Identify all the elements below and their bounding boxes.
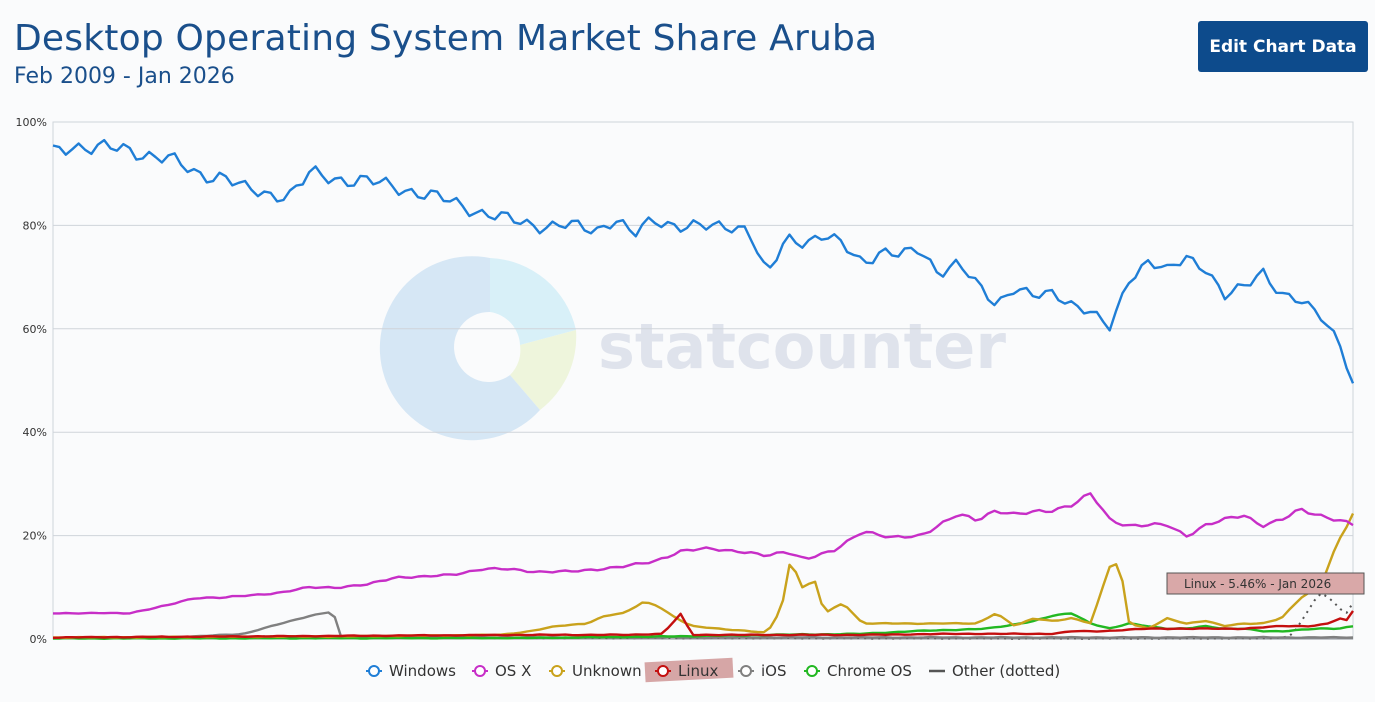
legend-label: Other (dotted) [952,662,1060,680]
y-tick-label: 0% [30,633,47,646]
legend-label: iOS [761,662,787,680]
legend-marker [806,665,818,677]
legend-label: Windows [389,662,456,680]
legend-item-os-x[interactable]: OS X [472,662,531,680]
legend-marker [474,665,486,677]
legend-label: Linux [678,662,719,680]
legend-item-linux[interactable]: Linux [655,662,719,680]
chart-subtitle: Feb 2009 - Jan 2026 [14,64,235,89]
statcounter-watermark: statcounter [379,256,1006,441]
chart-title: Desktop Operating System Market Share Ar… [14,18,878,59]
watermark-text: statcounter [598,310,1006,383]
series-line-ios[interactable] [52,611,1354,640]
series-line-unknown[interactable] [52,512,1355,639]
legend-label: Unknown [572,662,642,680]
tooltip-text: Linux - 5.46% - Jan 2026 [1184,577,1331,591]
y-tick-label: 100% [16,116,47,129]
legend-label: Chrome OS [827,662,912,680]
series-line-windows[interactable] [52,138,1355,384]
legend-marker [740,665,752,677]
legend-marker [551,665,563,677]
series-line-os-x[interactable] [53,492,1354,615]
legend-label: OS X [495,662,531,680]
y-tick-label: 20% [23,530,47,543]
legend-marker [368,665,380,677]
legend-item-unknown[interactable]: Unknown [549,662,642,680]
legend-marker [657,665,669,677]
y-tick-label: 80% [23,219,47,232]
legend-item-ios[interactable]: iOS [738,662,787,680]
tooltip: Linux - 5.46% - Jan 2026 [1166,572,1365,595]
y-tick-label: 40% [23,426,47,439]
edit-chart-data-button[interactable]: Edit Chart Data [1198,21,1368,72]
legend-highlight [644,657,734,683]
y-tick-label: 60% [23,323,47,336]
legend-item-other-dotted[interactable]: Other (dotted) [929,662,1060,680]
legend-item-chrome-os[interactable]: Chrome OS [804,662,912,680]
series-line-linux[interactable] [52,610,1354,639]
legend-item-windows[interactable]: Windows [366,662,456,680]
